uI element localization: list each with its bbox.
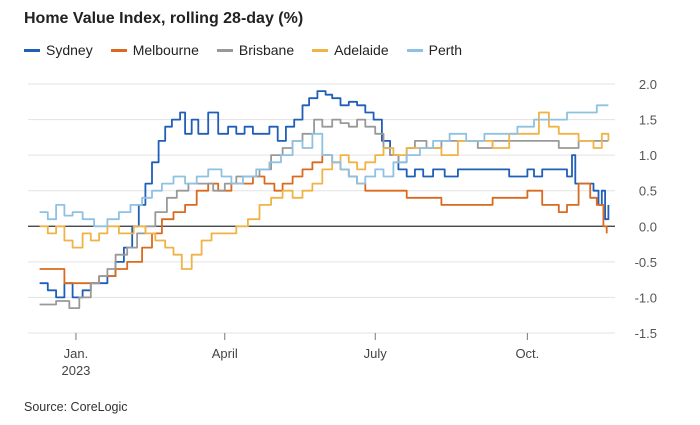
legend-label: Brisbane bbox=[238, 42, 295, 58]
y-tick-label: -0.5 bbox=[635, 255, 657, 270]
y-tick-label: 2.0 bbox=[639, 77, 657, 92]
legend-item-sydney: Sydney bbox=[24, 42, 93, 58]
y-tick-label: 0.0 bbox=[639, 219, 657, 234]
legend-swatch bbox=[24, 48, 40, 52]
y-tick-label: 1.5 bbox=[639, 113, 657, 128]
y-tick-label: -1.5 bbox=[635, 326, 657, 341]
legend-swatch bbox=[312, 48, 329, 52]
x-tick-label: Jan. bbox=[64, 346, 89, 361]
series-line-brisbane bbox=[39, 118, 609, 309]
legend-swatch bbox=[110, 48, 127, 52]
legend-label: Perth bbox=[428, 42, 463, 58]
y-tick-label: 0.5 bbox=[639, 184, 657, 199]
series-line-perth bbox=[39, 104, 609, 228]
x-tick-label: July bbox=[364, 346, 388, 361]
x-tick-label: April bbox=[212, 346, 238, 361]
legend-label: Melbourne bbox=[132, 42, 199, 58]
legend-label: Adelaide bbox=[334, 42, 389, 58]
y-tick-label: 1.0 bbox=[639, 148, 657, 163]
legend-label: Sydney bbox=[46, 42, 93, 58]
legend-item-perth: Perth bbox=[406, 42, 463, 58]
source-note: Source: CoreLogic bbox=[24, 400, 128, 414]
x-tick-sublabel: 2023 bbox=[61, 363, 90, 378]
legend-item-melbourne: Melbourne bbox=[110, 42, 199, 58]
legend: Sydney Melbourne Brisbane Adelaide Perth bbox=[24, 42, 462, 58]
legend-swatch bbox=[406, 48, 423, 52]
legend-item-adelaide: Adelaide bbox=[312, 42, 389, 58]
series-line-adelaide bbox=[39, 111, 610, 270]
series-line-sydney bbox=[39, 90, 610, 299]
chart-title: Home Value Index, rolling 28-day (%) bbox=[24, 10, 304, 27]
legend-swatch bbox=[216, 48, 233, 52]
legend-item-brisbane: Brisbane bbox=[216, 42, 295, 58]
y-tick-label: -1.0 bbox=[635, 290, 657, 305]
x-tick-label: Oct. bbox=[515, 346, 539, 361]
